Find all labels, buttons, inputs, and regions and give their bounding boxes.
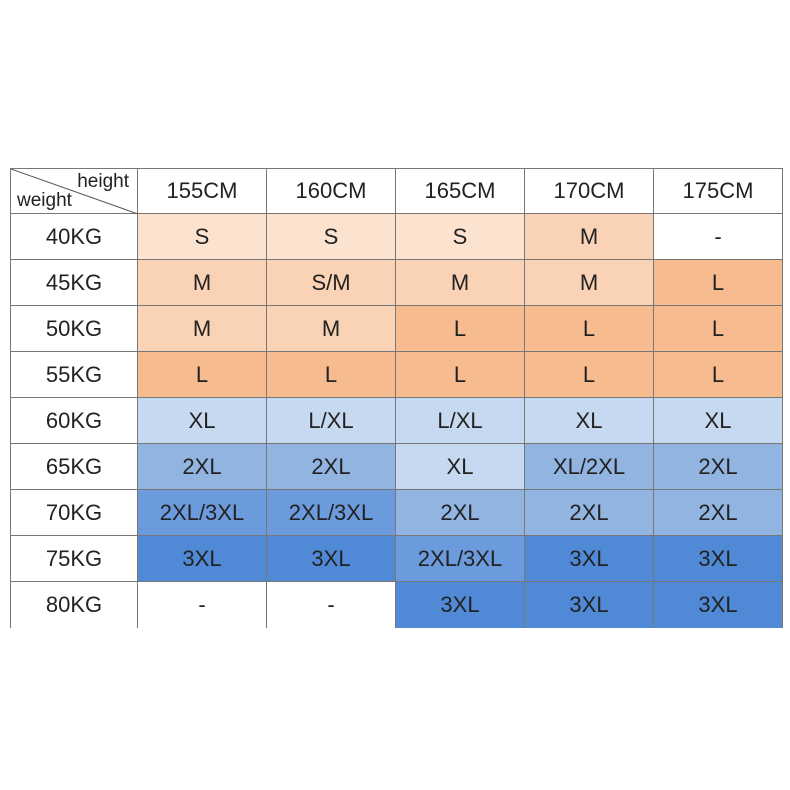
size-cell: L: [525, 352, 654, 398]
size-cell: L: [396, 306, 525, 352]
row-axis-label: weight: [17, 190, 72, 211]
size-cell: L: [654, 352, 783, 398]
size-cell: XL: [138, 398, 267, 444]
size-cell: -: [138, 582, 267, 628]
size-cell: 3XL: [654, 582, 783, 628]
column-header: 160CM: [267, 168, 396, 214]
size-cell: 3XL: [267, 536, 396, 582]
size-cell: 2XL: [396, 490, 525, 536]
size-cell: S: [396, 214, 525, 260]
row-header: 80KG: [10, 582, 138, 628]
size-cell: M: [267, 306, 396, 352]
size-cell: 2XL: [138, 444, 267, 490]
row-header: 50KG: [10, 306, 138, 352]
size-cell: 2XL/3XL: [138, 490, 267, 536]
size-cell: 3XL: [525, 582, 654, 628]
column-axis-label: height: [77, 171, 129, 192]
size-cell: S/M: [267, 260, 396, 306]
size-cell: L: [138, 352, 267, 398]
column-header: 175CM: [654, 168, 783, 214]
size-cell: L/XL: [267, 398, 396, 444]
size-cell: 2XL: [654, 444, 783, 490]
size-cell: -: [654, 214, 783, 260]
size-cell: 2XL: [525, 490, 654, 536]
row-header: 60KG: [10, 398, 138, 444]
size-cell: 2XL: [654, 490, 783, 536]
size-cell: M: [396, 260, 525, 306]
size-cell: XL: [654, 398, 783, 444]
column-header: 155CM: [138, 168, 267, 214]
row-header: 70KG: [10, 490, 138, 536]
corner-cell: height weight: [10, 168, 139, 215]
diagonal: [11, 169, 139, 215]
size-cell: 3XL: [396, 582, 525, 628]
size-cell: 3XL: [525, 536, 654, 582]
size-cell: XL: [525, 398, 654, 444]
size-cell: L: [396, 352, 525, 398]
column-header: 170CM: [525, 168, 654, 214]
size-cell: M: [525, 214, 654, 260]
row-header: 40KG: [10, 214, 138, 260]
row-header: 75KG: [10, 536, 138, 582]
size-cell: L: [267, 352, 396, 398]
size-cell: L/XL: [396, 398, 525, 444]
size-cell: M: [138, 260, 267, 306]
size-cell: XL: [396, 444, 525, 490]
size-cell: 2XL: [267, 444, 396, 490]
size-cell: S: [138, 214, 267, 260]
size-cell: M: [525, 260, 654, 306]
size-cell: M: [138, 306, 267, 352]
size-cell: 2XL/3XL: [267, 490, 396, 536]
size-cell: -: [267, 582, 396, 628]
row-header: 55KG: [10, 352, 138, 398]
row-header: 65KG: [10, 444, 138, 490]
size-cell: 3XL: [654, 536, 783, 582]
size-cell: XL/2XL: [525, 444, 654, 490]
size-cell: L: [654, 260, 783, 306]
row-header: 45KG: [10, 260, 138, 306]
size-cell: 3XL: [138, 536, 267, 582]
size-cell: S: [267, 214, 396, 260]
size-cell: 2XL/3XL: [396, 536, 525, 582]
size-cell: L: [525, 306, 654, 352]
size-cell: L: [654, 306, 783, 352]
column-header: 165CM: [396, 168, 525, 214]
